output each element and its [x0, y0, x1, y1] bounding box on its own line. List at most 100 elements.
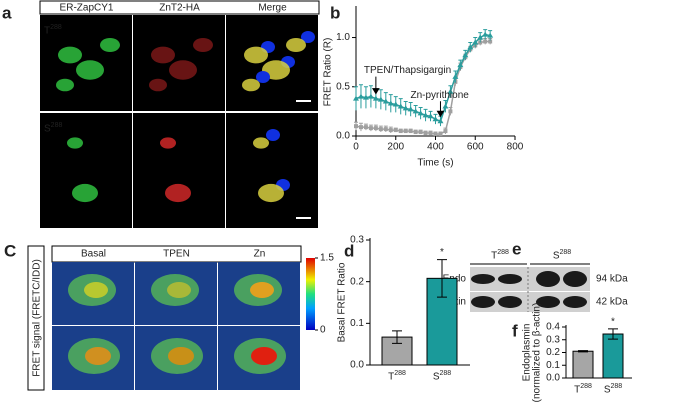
series-line	[355, 33, 491, 123]
annotation: *	[440, 247, 444, 258]
y-axis-label: FRET Ratio (R)	[323, 38, 334, 107]
y-tick-label: 0.2	[546, 347, 560, 358]
marker	[387, 100, 394, 106]
marker	[447, 88, 454, 94]
cell	[253, 137, 269, 149]
marker	[477, 34, 484, 40]
marker	[363, 125, 368, 130]
marker	[377, 96, 384, 102]
y-tick-label: 0.1	[350, 318, 364, 329]
marker	[452, 73, 459, 79]
marker	[437, 118, 444, 124]
cell	[286, 38, 306, 52]
band	[536, 296, 560, 308]
label-box	[27, 245, 45, 391]
cell	[165, 183, 191, 203]
column-label: ZnT2-HA	[159, 3, 200, 14]
y-tick-label: 0.3	[546, 334, 560, 345]
column-label: Merge	[258, 3, 287, 14]
y-tick-label: 0.1	[546, 360, 560, 371]
marker	[433, 132, 438, 137]
blot	[470, 292, 590, 312]
band	[498, 296, 522, 308]
band	[563, 271, 587, 287]
panel-label: e	[512, 239, 521, 258]
cell	[169, 60, 197, 80]
marker	[393, 128, 398, 133]
marker	[403, 129, 408, 134]
marker	[482, 31, 489, 37]
marker	[397, 103, 404, 109]
cell	[149, 78, 167, 92]
cell	[151, 46, 175, 64]
size-label: 94 kDa	[596, 274, 628, 285]
y-tick-label: 0.0	[350, 360, 364, 371]
error-bar	[578, 350, 588, 353]
marker	[357, 93, 364, 99]
band	[471, 274, 495, 284]
y-tick-label: 0.0	[546, 373, 560, 384]
column-label: Zn	[254, 249, 266, 260]
marker	[382, 98, 389, 104]
cell	[58, 46, 82, 64]
series-line	[355, 40, 491, 135]
x-tick-label: 600	[467, 142, 484, 153]
column-label: Basal	[81, 249, 106, 260]
micrograph	[133, 113, 225, 228]
marker	[358, 125, 363, 130]
annotation-arrow	[371, 76, 380, 95]
cell	[244, 46, 268, 64]
panel-label: f	[512, 321, 518, 340]
marker	[422, 112, 429, 118]
marker	[372, 95, 379, 101]
nucleus	[301, 31, 315, 43]
marker	[438, 132, 443, 137]
marker	[427, 113, 434, 119]
cell	[72, 183, 98, 203]
marker	[423, 131, 428, 136]
x-tick-label: 0	[353, 142, 359, 153]
y-axis-label: Endoplasmin	[522, 324, 533, 382]
marker	[367, 93, 374, 99]
marker	[408, 129, 413, 134]
y-axis-label: (normalized to β-actin)	[532, 303, 543, 403]
marker	[388, 128, 393, 133]
error-bar	[608, 328, 618, 340]
annotation: TPEN/Thapsigargin	[364, 65, 451, 76]
cell	[56, 78, 74, 92]
colorbar	[306, 258, 315, 330]
marker	[407, 106, 414, 112]
marker	[448, 109, 453, 114]
y-tick-label: 0.2	[350, 276, 364, 287]
annotation-arrow	[436, 101, 445, 118]
x-axis-label: Time (s)	[417, 158, 453, 169]
marker	[462, 52, 469, 58]
x-tick-label: T288	[388, 370, 406, 382]
bar	[602, 333, 624, 379]
marker	[413, 130, 418, 135]
annotation: Zn-pyrithione	[410, 90, 469, 101]
marker	[392, 101, 399, 107]
cell	[76, 60, 104, 80]
y-tick-label: 0.0	[336, 131, 350, 142]
cell-core	[168, 347, 194, 365]
marker	[467, 44, 474, 50]
group-label: S288	[553, 249, 571, 261]
marker	[383, 127, 388, 132]
marker	[418, 130, 423, 135]
cell-core	[167, 282, 191, 298]
marker	[487, 32, 494, 38]
marker	[443, 129, 448, 134]
y-tick-label: 0.5	[336, 81, 350, 92]
micrograph	[40, 113, 132, 228]
annotation: *	[611, 317, 615, 328]
band	[536, 271, 560, 287]
marker	[412, 108, 419, 114]
cell-core	[85, 347, 111, 365]
marker	[417, 110, 424, 116]
x-tick-label: 800	[507, 142, 524, 153]
cell-core	[84, 282, 108, 298]
cell-core	[250, 282, 274, 298]
column-label: ER-ZapCY1	[60, 3, 114, 14]
cell-core	[251, 347, 277, 365]
